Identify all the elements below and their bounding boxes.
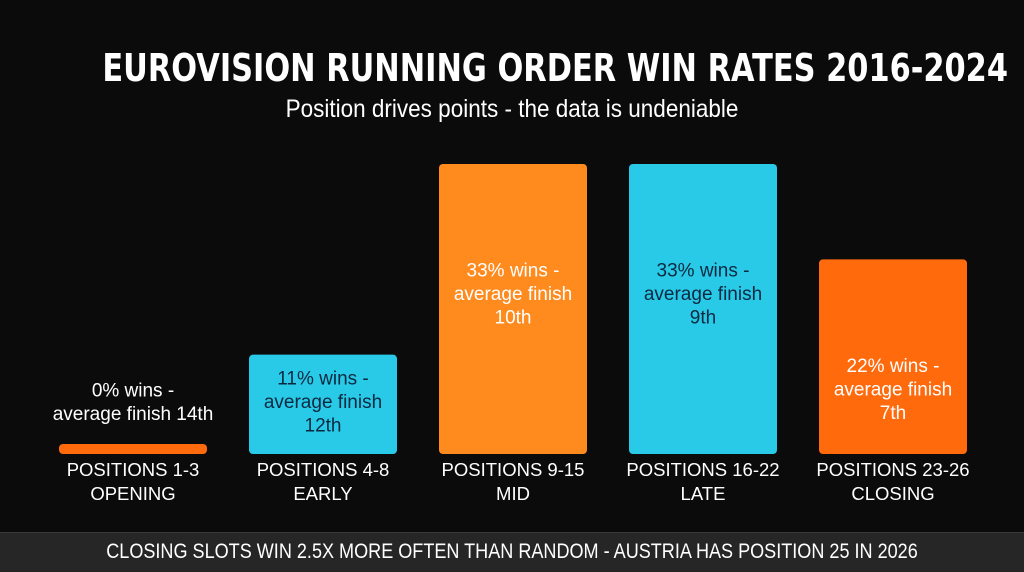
footer-banner (0, 532, 1024, 572)
footer-banner-text: CLOSING SLOTS WIN 2.5X MORE OFTEN THAN R… (106, 540, 918, 563)
bar-4-data-label: 33% wins - (657, 261, 750, 282)
bar-5-data-label: 7th (880, 403, 906, 424)
category-label-5: POSITIONS 23-26 (816, 459, 969, 480)
bar-2-data-label: 11% wins - (277, 369, 369, 390)
bar-chart: 0% wins -average finish 14th POSITIONS 1-… (53, 164, 970, 504)
bar-5 (819, 259, 967, 454)
category-label-2: EARLY (293, 483, 352, 504)
category-label-4: LATE (681, 483, 726, 504)
category-label-1: OPENING (90, 483, 175, 504)
bar-1 (59, 444, 207, 454)
bar-3-data-label: average finish (454, 284, 572, 305)
bar-3-data-label: 33% wins - (467, 261, 560, 282)
bar-2 (249, 354, 397, 454)
bar-4-data-label: 9th (690, 308, 716, 329)
bar-1-data-label: average finish 14th (53, 404, 214, 425)
bar-4 (629, 164, 777, 454)
category-label-5: CLOSING (851, 483, 934, 504)
bar-1-data-label: 0% wins - (92, 381, 174, 402)
bar-5-data-label: 22% wins - (847, 356, 940, 377)
bar-3 (439, 164, 587, 454)
category-label-3: POSITIONS 9-15 (442, 459, 585, 480)
bar-4-data-label: average finish (644, 284, 762, 305)
category-label-2: POSITIONS 4-8 (257, 459, 390, 480)
category-label-1: POSITIONS 1-3 (67, 459, 200, 480)
bar-3-data-label: 10th (495, 308, 532, 329)
chart-subtitle: Position drives points - the data is und… (285, 95, 739, 123)
chart-title: EUROVISION RUNNING ORDER WIN RATES 2016-… (102, 46, 1008, 90)
bar-2-data-label: 12th (305, 416, 342, 437)
bar-5-data-label: average finish (834, 379, 952, 400)
category-label-3: MID (496, 483, 530, 504)
category-label-4: POSITIONS 16-22 (626, 459, 779, 480)
bar-2-data-label: average finish (264, 392, 382, 413)
